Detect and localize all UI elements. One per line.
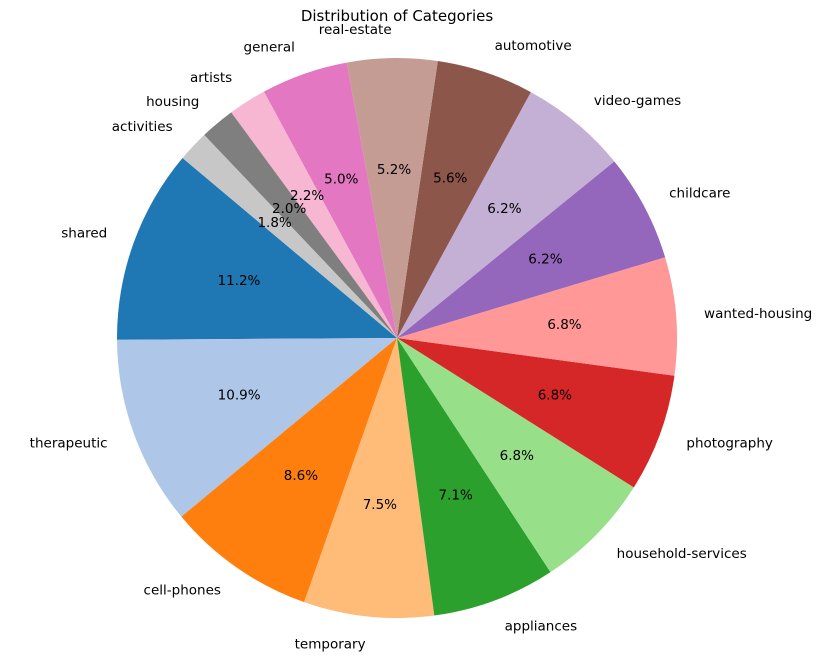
slice-label-photography: photography bbox=[686, 435, 772, 451]
pie-slice-childcare bbox=[397, 161, 666, 338]
slice-label-activities: activities bbox=[112, 119, 173, 135]
pct-label-childcare: 6.2% bbox=[528, 251, 562, 267]
pct-label-cell-phones: 8.6% bbox=[284, 468, 318, 484]
pct-label-temporary: 7.5% bbox=[363, 497, 397, 513]
slice-label-wanted-housing: wanted-housing bbox=[704, 306, 812, 322]
pct-label-artists: 2.2% bbox=[290, 188, 324, 204]
pct-label-therapeutic: 10.9% bbox=[218, 387, 261, 403]
pie-slice-artists bbox=[231, 91, 397, 339]
pie-slice-activities bbox=[182, 134, 397, 338]
slice-label-childcare: childcare bbox=[669, 186, 730, 202]
pie-slices bbox=[117, 58, 677, 618]
pie-slice-automotive bbox=[397, 60, 531, 339]
slice-labels: shared therapeutic cell-phones temporary app… bbox=[30, 22, 813, 652]
pie-slice-shared bbox=[117, 158, 398, 340]
pct-label-wanted-housing: 6.8% bbox=[547, 317, 581, 333]
slice-label-housing: housing bbox=[146, 94, 199, 110]
pct-label-automotive: 5.6% bbox=[433, 171, 467, 187]
pct-label-activities: 1.8% bbox=[257, 215, 291, 231]
pct-label-appliances: 7.1% bbox=[439, 487, 473, 503]
slice-label-temporary: temporary bbox=[295, 636, 366, 652]
pct-label-general: 5.0% bbox=[324, 172, 358, 188]
pie-slice-household-services bbox=[397, 338, 634, 573]
slice-label-automotive: automotive bbox=[495, 38, 572, 54]
slice-label-therapeutic: therapeutic bbox=[30, 435, 108, 451]
slice-label-real-estate: real-estate bbox=[319, 22, 392, 38]
pie-slice-therapeutic bbox=[117, 338, 397, 517]
pie-slice-temporary bbox=[304, 338, 435, 618]
slice-label-artists: artists bbox=[190, 70, 232, 86]
pie-slice-cell-phones bbox=[181, 338, 397, 603]
slice-label-household-services: household-services bbox=[617, 546, 747, 562]
slice-label-appliances: appliances bbox=[505, 619, 578, 635]
pie-slice-wanted-housing bbox=[397, 257, 677, 376]
pct-label-household-services: 6.8% bbox=[500, 448, 534, 464]
pie-slice-photography bbox=[397, 338, 675, 488]
pct-label-housing: 2.0% bbox=[272, 201, 306, 217]
pct-label-photography: 6.8% bbox=[538, 387, 572, 403]
percentage-labels: 11.2% 10.9% 8.6% 7.5% 7.1% 6.8% 6.8% 6.8% 6.2% 6.… bbox=[218, 162, 582, 513]
slice-label-video-games: video-games bbox=[594, 93, 681, 109]
slice-label-general: general bbox=[244, 39, 295, 55]
pct-label-shared: 11.2% bbox=[218, 273, 261, 289]
pct-label-video-games: 6.2% bbox=[487, 201, 521, 217]
pct-label-real-estate: 5.2% bbox=[377, 162, 411, 178]
pie-slice-real-estate bbox=[346, 58, 438, 339]
pie-slice-video-games bbox=[397, 92, 615, 338]
chart-title: Distribution of Categories bbox=[301, 7, 494, 25]
pie-slice-housing bbox=[204, 112, 397, 338]
pie-slice-general bbox=[263, 62, 397, 338]
slice-label-shared: shared bbox=[61, 226, 107, 242]
pie-slice-appliances bbox=[397, 338, 551, 616]
slice-label-cell-phones: cell-phones bbox=[144, 583, 221, 599]
